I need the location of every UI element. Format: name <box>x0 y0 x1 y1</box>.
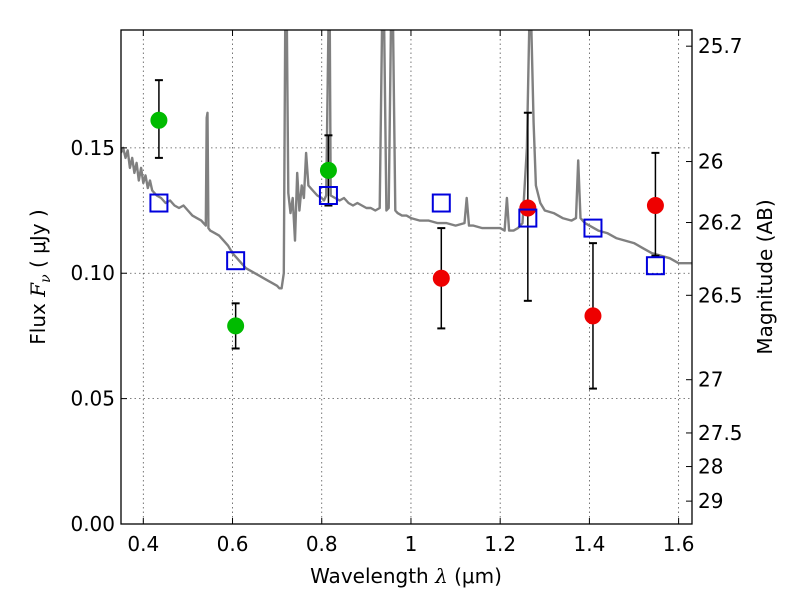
data-point-s1-0 <box>150 111 168 129</box>
y2-tick-label-7: 29 <box>698 489 723 513</box>
x-tick-label-2: 0.8 <box>306 532 338 556</box>
model-square-3 <box>431 193 451 213</box>
spectrum-line <box>121 30 692 290</box>
y-tick-label-3: 0.15 <box>70 136 115 160</box>
y2-tick-label-3: 26.5 <box>698 283 743 307</box>
x-tick-label-3: 1 <box>405 532 418 556</box>
x-tick-label-0: 0.4 <box>127 532 159 556</box>
data-point-s2-0 <box>432 269 450 287</box>
marker-layer <box>149 79 665 390</box>
y-tick-label-0: 0.00 <box>70 512 115 536</box>
y-axis-label: Flux Fν ( μJy ) <box>26 209 54 344</box>
grid <box>121 30 692 524</box>
model-square-0 <box>149 193 169 213</box>
y2-tick-label-4: 27 <box>698 368 723 392</box>
data-point-s1-2 <box>319 161 337 179</box>
plot-frame <box>120 29 693 525</box>
y2-axis-label: Magnitude (AB) <box>753 199 777 354</box>
model-square-4 <box>518 208 538 228</box>
y2-tick-label-5: 27.5 <box>698 421 743 445</box>
model-square-1 <box>226 251 246 271</box>
x-tick-label-5: 1.4 <box>573 532 605 556</box>
y2-tick-label-2: 26.2 <box>698 211 743 235</box>
y-tick-label-1: 0.05 <box>70 387 115 411</box>
x-tick-label-4: 1.2 <box>484 532 516 556</box>
y-axis-label-symbol: F <box>26 282 50 298</box>
y-axis-label-suffix: ( μJy ) <box>26 209 50 274</box>
data-point-s2-3 <box>646 197 664 215</box>
x-axis-label-symbol: λ <box>434 564 448 588</box>
model-square-5 <box>583 218 603 238</box>
data-point-s2-1 <box>519 199 537 217</box>
data-layer <box>121 30 692 290</box>
x-axis-label: Wavelength λ (μm) <box>310 564 502 588</box>
x-axis-label-prefix: Wavelength <box>310 564 435 588</box>
y2-tick-label-1: 26 <box>698 150 723 174</box>
x-tick-label-6: 1.6 <box>663 532 695 556</box>
y2-tick-label-6: 28 <box>698 455 723 479</box>
model-square-6 <box>645 256 665 276</box>
y2-tick-label-0: 25.7 <box>698 34 743 58</box>
data-point-s1-1 <box>227 317 245 335</box>
model-square-2 <box>318 186 338 206</box>
plot-background <box>121 30 692 524</box>
x-axis-label-suffix: (μm) <box>448 564 502 588</box>
x-tick-label-1: 0.6 <box>217 532 249 556</box>
data-point-s2-2 <box>584 307 602 325</box>
y-tick-label-2: 0.10 <box>70 261 115 285</box>
ticks: 0.4 0.6 0.8 1 1.2 1.4 1.6 0.00 0.05 0.10 0.15 25.7 2… <box>70 30 743 556</box>
y-axis-label-prefix: Flux <box>26 297 50 345</box>
y-axis-label-subscript: ν <box>38 274 54 283</box>
